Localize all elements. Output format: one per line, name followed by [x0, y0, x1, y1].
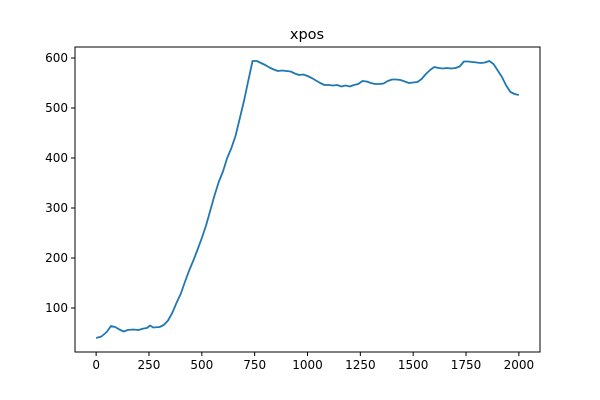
x-tick-label: 1000 — [292, 358, 323, 372]
y-tick-label: 200 — [45, 251, 68, 265]
y-tick-label: 500 — [45, 101, 68, 115]
axes-frame — [74, 46, 541, 353]
chart-title: xpos — [290, 27, 324, 43]
x-tick-label: 750 — [243, 358, 266, 372]
x-tick-label: 1750 — [451, 358, 482, 372]
y-tick-label: 600 — [45, 51, 68, 65]
y-tick-label: 100 — [45, 301, 68, 315]
x-tick-label: 500 — [190, 358, 213, 372]
line-series — [95, 60, 520, 339]
x-tick-label: 1500 — [398, 358, 429, 372]
x-tick-label: 250 — [138, 358, 161, 372]
x-tick-label: 1250 — [345, 358, 376, 372]
x-tick-label: 2000 — [504, 358, 535, 372]
x-tick-label: 0 — [92, 358, 100, 372]
y-tick-label: 400 — [45, 151, 68, 165]
y-tick-label: 300 — [45, 201, 68, 215]
